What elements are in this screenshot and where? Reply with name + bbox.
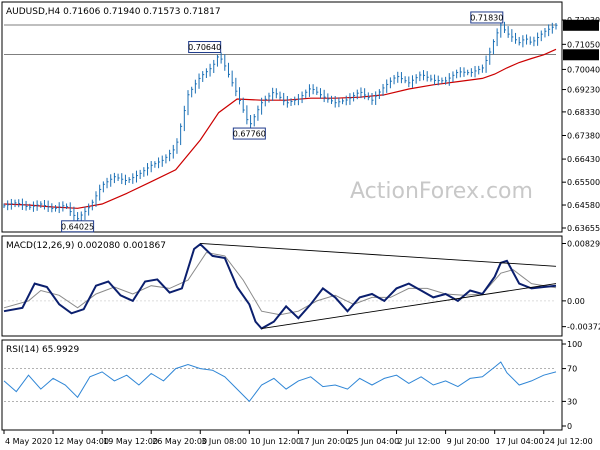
rsi-y-axis: 100 70 30 0 — [562, 340, 582, 431]
x-tick-label: 17 Jun 20:00 — [299, 437, 350, 446]
y-tick-label: 70 — [567, 365, 577, 374]
y-tick-label: 0.63655 — [567, 224, 600, 233]
x-tick-label: 9 Jul 20:00 — [447, 437, 490, 446]
price-panel-title: AUDUSD,H4 0.71606 0.71940 0.71573 0.7181… — [6, 7, 221, 17]
macd-y-axis: 0.008295 0.00 -0.003725 — [562, 239, 600, 332]
price-annotations: 0.64025 0.70640 0.67760 0.71830 — [61, 11, 504, 233]
y-tick-label: 0.66430 — [567, 155, 600, 164]
x-tick-label: 26 May 20:00 — [152, 437, 207, 446]
y-tick-label: 0 — [567, 422, 572, 431]
rsi-series — [3, 361, 557, 403]
y-tick-label: 0.68330 — [567, 108, 600, 117]
annotation-box — [188, 41, 222, 54]
x-tick-label: 24 Jul 12:00 — [545, 437, 593, 446]
rsi-line — [3, 361, 557, 403]
price-panel-frame — [1, 1, 563, 233]
macd-trendline — [200, 243, 557, 267]
x-tick-label: 19 May 12:00 — [103, 437, 158, 446]
x-tick-label: 3 Jun 08:00 — [201, 437, 247, 446]
moving-average-line — [3, 48, 557, 209]
y-tick-label: 0.67380 — [567, 131, 600, 140]
current-price-label-box — [563, 19, 599, 31]
macd-line — [3, 242, 557, 330]
price-moving-average — [3, 48, 557, 209]
x-tick-label: 4 May 2020 — [5, 437, 52, 446]
price-y-axis: 0.720300.710500.700400.692300.683300.673… — [562, 16, 600, 233]
y-tick-label: 0.008295 — [567, 239, 600, 248]
y-tick-label: 0.00 — [567, 297, 585, 306]
ma-value-label: 0.70630 — [565, 51, 598, 60]
price-reference-lines — [4, 24, 556, 55]
y-tick-label: 0.64580 — [567, 201, 600, 210]
rsi-panel-title: RSI(14) 65.9929 — [6, 345, 79, 355]
macd-panel-frame — [1, 235, 563, 337]
annotation-label: 0.64025 — [61, 222, 94, 231]
macd-panel-title: MACD(12,26,9) 0.002080 0.001867 — [6, 241, 166, 251]
x-tick-label: 25 Jun 04:00 — [348, 437, 399, 446]
y-tick-label: 0.65500 — [567, 178, 600, 187]
annotation-label: 0.71830 — [470, 13, 503, 22]
x-tick-label: 12 May 04:00 — [54, 437, 109, 446]
macd-series — [3, 242, 557, 330]
ma-value-label-box — [563, 49, 599, 61]
y-tick-label: 100 — [567, 340, 582, 349]
x-tick-label: 2 Jul 12:00 — [398, 437, 441, 446]
current-price-label: 0.71817 — [565, 21, 598, 30]
y-tick-label: -0.003725 — [567, 323, 600, 332]
annotation-box — [232, 127, 266, 140]
x-tick-label: 10 Jun 12:00 — [250, 437, 301, 446]
annotation-box — [61, 220, 95, 233]
y-tick-label: 0.69230 — [567, 86, 600, 95]
annotation-label: 0.70640 — [188, 43, 221, 52]
macd-trendline — [261, 283, 557, 329]
y-tick-label: 30 — [567, 397, 577, 406]
y-tick-label: 0.70040 — [567, 65, 600, 74]
watermark: ActionForex.com — [350, 179, 533, 204]
rsi-panel-frame — [1, 339, 563, 431]
price-series — [3, 20, 558, 223]
y-tick-label: 0.71050 — [567, 40, 600, 49]
x-tick-label: 17 Jul 04:00 — [496, 437, 544, 446]
rsi-levels — [4, 368, 556, 402]
annotation-label: 0.67760 — [233, 130, 266, 139]
annotation-box — [470, 11, 504, 24]
